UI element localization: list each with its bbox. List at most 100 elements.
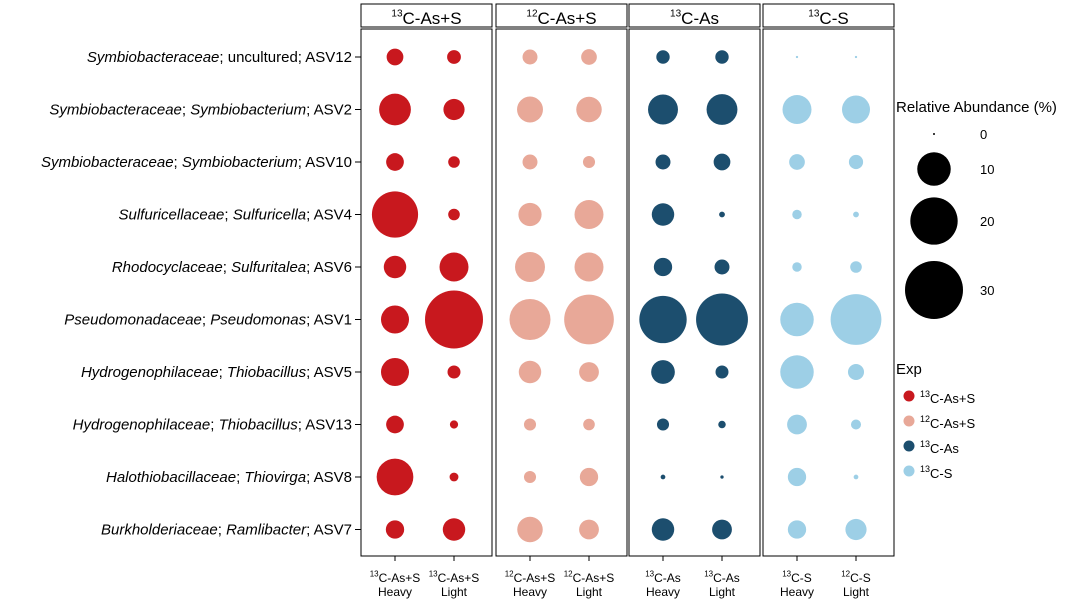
bubble [847,363,865,381]
size-legend-title: Relative Abundance (%) [896,99,1057,116]
x-tick-label-bottom: Light [441,585,468,599]
panel-frames [360,28,895,557]
row-label: Rhodocyclaceae; Sulfuritalea; ASV6 [112,259,352,276]
bubble [522,154,538,170]
bubble [792,209,802,220]
bubble [660,474,666,480]
x-tick-label-top: 13C-As [704,569,740,584]
row-label: Sulfuricellaceae; Sulfuricella; ASV4 [119,207,353,224]
bubble [515,252,545,282]
bubble [523,470,537,484]
bubble [706,94,738,125]
bubble [376,458,414,496]
panel-strip-box [495,3,628,28]
bubble [653,257,673,277]
color-legend-key [903,390,915,402]
bubble [379,93,411,126]
color-legend-label: 13C-As [920,439,959,456]
bubble [371,191,419,238]
bubble [564,294,614,345]
row-label: Symbiobacteraceae; Symbiobacterium; ASV1… [41,154,352,171]
bubble [696,293,748,346]
bubble [780,355,814,389]
bubble [380,357,410,387]
x-tick-labels: 13C-As+SHeavy13C-As+SLight12C-As+SHeavy1… [370,556,871,599]
bubble [517,516,543,543]
size-legend-label: 0 [980,127,987,142]
bubble [853,211,859,218]
bubble [780,302,814,337]
bubble [448,208,460,221]
bubble [509,298,551,341]
bubble [720,475,724,479]
bubble [576,96,602,123]
bubble [582,155,596,169]
row-label: Hydrogenophilaceae; Thiobacillus; ASV5 [81,364,352,381]
size-legend-label: 30 [980,283,994,298]
bubble [795,55,799,59]
bubble [655,154,671,170]
bubble [386,153,404,171]
bubble [449,472,459,482]
bubble [447,50,461,64]
x-tick-label-top: 12C-As+S [564,569,615,584]
bubble [787,414,807,435]
color-legend-key [903,465,915,477]
row-label: Symbiobacteraceae; uncultured; ASV12 [87,49,352,66]
bubble [845,518,867,541]
x-tick-label-top: 13C-S [782,569,812,584]
bubble [579,362,599,382]
bubble [651,518,675,541]
bubble [792,262,802,272]
bubble [581,49,597,65]
bubble [518,202,542,227]
panel-frame [360,28,493,557]
bubble [522,49,538,65]
x-tick-label-top: 12C-As+S [505,569,556,584]
row-labels: Symbiobacteraceae; uncultured; ASV12 Symb… [41,49,361,539]
bubble [850,419,862,430]
bubble [579,467,599,487]
panel-strip-label: 13C-As+S [391,9,461,29]
bubble [850,261,862,273]
color-legend-label: 12C-As+S [920,414,975,431]
x-tick-label-top: 13C-As+S [370,569,421,584]
panel-strip-box [360,3,493,28]
bubble [712,519,732,540]
bubble [715,50,729,64]
bubble [523,418,537,431]
panel-strip-box [762,3,895,28]
bubble [789,154,805,170]
bubble [386,415,404,434]
row-label: Hydrogenophilaceae; Thiobacillus; ASV13 [73,417,352,434]
bubble [447,365,461,379]
panel-strip-label: 13C-As [670,9,719,29]
color-legend-title: Exp [896,361,922,378]
size-legend-key [905,261,963,319]
row-label: Symbiobacteraceae; Symbiobacterium; ASV2 [49,102,352,119]
x-tick-label-bottom: Light [576,585,603,599]
bubble [449,420,459,429]
bubble [448,156,460,168]
bubble [713,153,731,171]
bubble [383,255,407,279]
size-legend-key [933,133,935,135]
bubble [841,95,871,124]
color-legend-key [903,415,915,427]
color-legend: Exp 13C-As+S 12C-As+S 13C-As 13C-S [896,361,975,481]
bubble [651,203,675,226]
color-legend-label: 13C-As+S [920,389,975,406]
bubbles [371,48,882,543]
bubble [583,418,595,431]
bubble [518,360,542,384]
x-tick-label-top: 12C-S [841,569,871,584]
size-legend-key [917,152,951,186]
row-label: Halothiobacillaceae; Thiovirga; ASV8 [106,469,352,486]
bubble [853,474,859,480]
bubble [715,365,729,379]
bubble [574,252,604,282]
panel-strip-box [628,3,761,28]
x-tick-label-top: 13C-As [645,569,681,584]
bubble [439,252,469,282]
bubble [442,518,466,541]
